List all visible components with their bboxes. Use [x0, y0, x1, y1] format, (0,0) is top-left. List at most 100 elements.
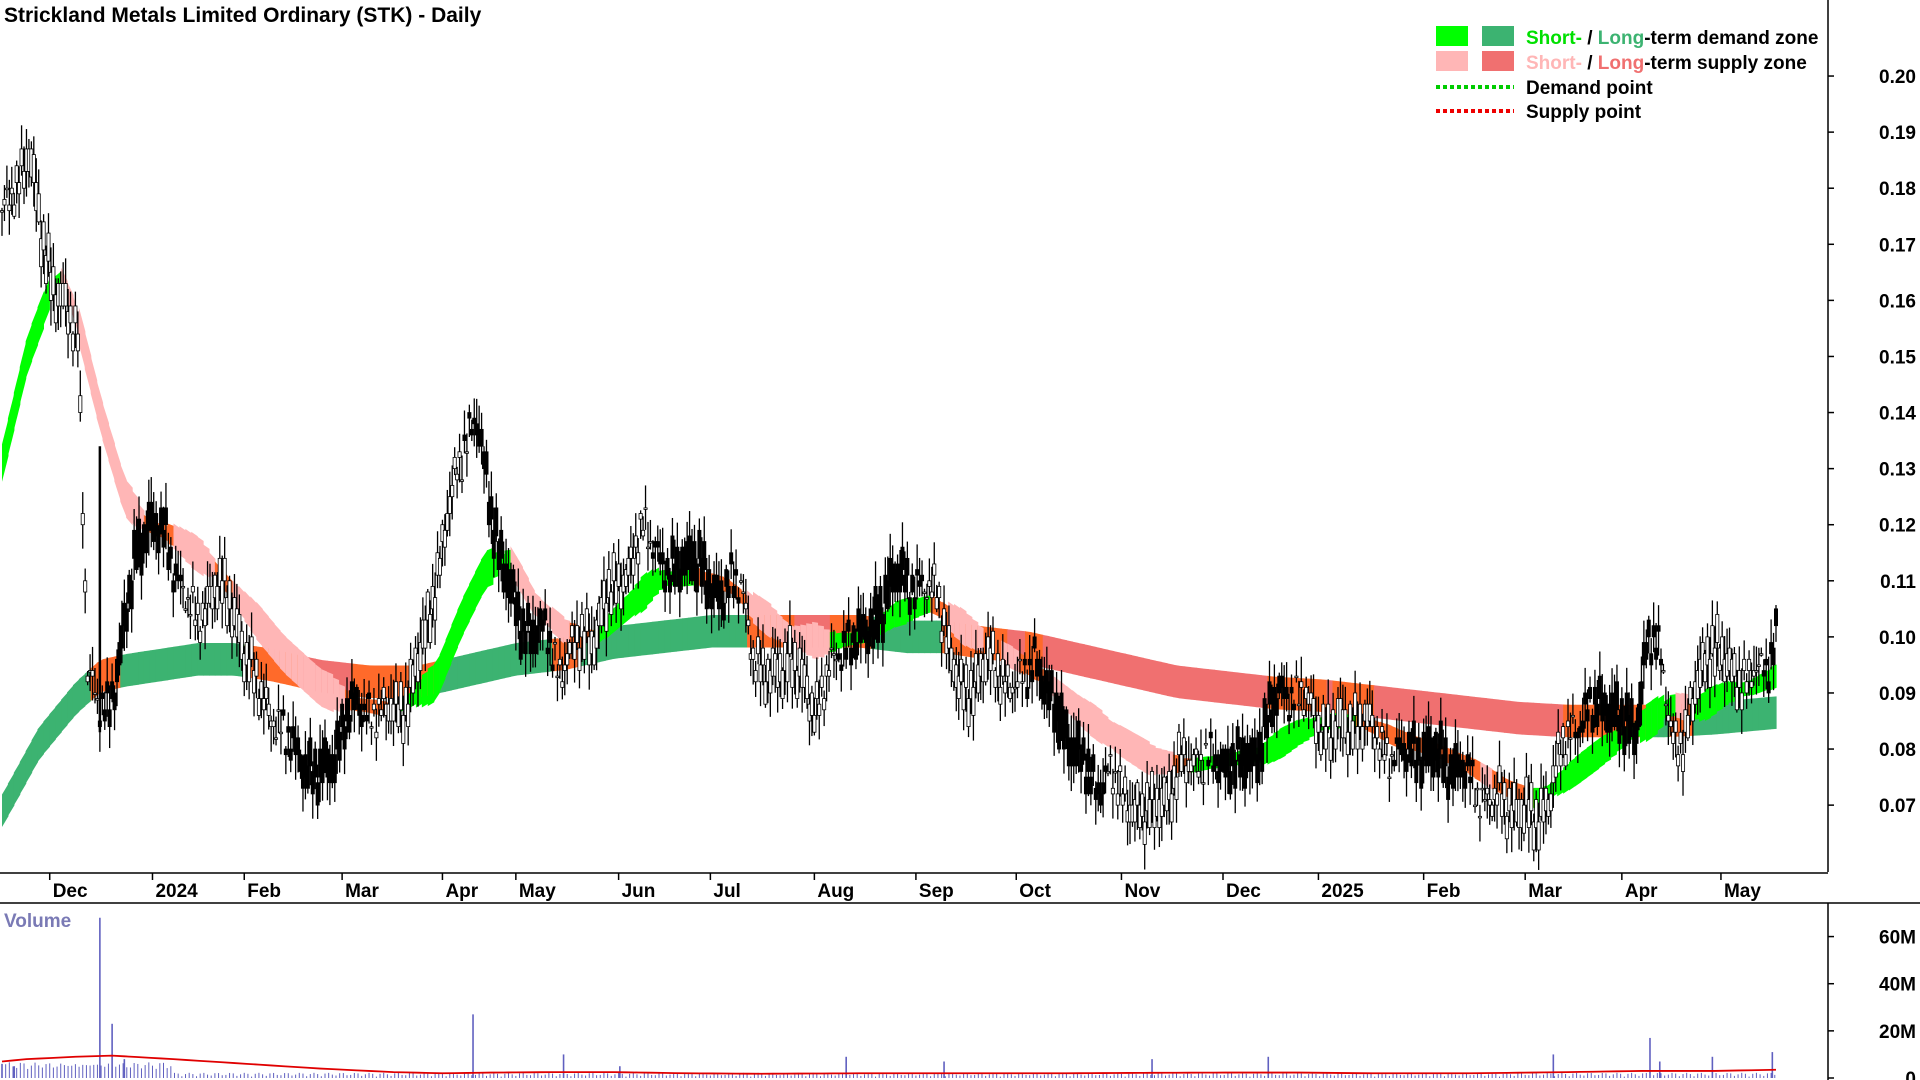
date-tick-label: Nov: [1124, 881, 1160, 902]
long-term-zone-segment: [232, 643, 240, 677]
candle-body: [376, 698, 381, 705]
long-term-zone-segment: [1131, 655, 1138, 690]
candle-body: [9, 187, 14, 195]
candle-body: [1120, 793, 1125, 806]
candle-body: [1771, 647, 1776, 666]
candle-body: [1343, 709, 1348, 739]
long-term-zone-segment: [13, 761, 21, 806]
candle-body: [1088, 776, 1093, 795]
short-term-zone-segment: [37, 291, 44, 345]
candle-body: [988, 647, 993, 671]
date-tick-label: Feb: [1427, 881, 1461, 902]
candle-body: [663, 580, 668, 593]
candle-body: [227, 580, 232, 610]
short-term-zone-segment: [279, 630, 287, 675]
candle-body: [225, 597, 230, 627]
candle-body: [1101, 782, 1106, 795]
short-term-zone-segment: [90, 355, 98, 418]
short-term-zone-segment: [84, 331, 92, 394]
short-term-zone-segment: [486, 547, 494, 588]
candle-body: [731, 586, 736, 599]
candle-body: [1274, 698, 1279, 716]
long-term-zone-segment: [1125, 653, 1133, 688]
candle-body: [1230, 743, 1235, 767]
candle-body: [418, 642, 423, 671]
candle-body: [518, 630, 523, 660]
long-term-zone-segment: [1527, 702, 1535, 736]
candle-body: [1020, 681, 1025, 684]
date-tick-label: Aug: [817, 881, 854, 902]
candle-body: [641, 529, 646, 537]
candle-body: [1345, 731, 1350, 756]
candle-body: [942, 608, 947, 627]
candle-body: [822, 698, 827, 711]
candle-body: [1360, 726, 1365, 750]
long-term-zone-segment: [1184, 666, 1192, 700]
long-term-zone-segment: [1255, 674, 1263, 708]
short-term-zone-segment: [954, 603, 961, 642]
candle-body: [809, 692, 814, 716]
long-term-zone-segment: [1474, 696, 1481, 731]
candle-body: [707, 569, 712, 599]
candle-body: [244, 642, 249, 666]
candle-body: [220, 580, 225, 604]
candle-body: [778, 653, 783, 683]
candle-body: [1563, 754, 1568, 767]
price-tick-label: 0.16: [1879, 291, 1916, 312]
short-term-zone-segment: [640, 571, 648, 614]
long-term-zone-segment: [676, 618, 683, 652]
candle-body: [1402, 743, 1407, 761]
candle-body: [1739, 692, 1744, 711]
date-tick-label: Mar: [345, 881, 379, 902]
candle-body: [1328, 737, 1333, 761]
candle-body: [548, 630, 553, 643]
candle-body: [342, 726, 347, 750]
candle-body: [540, 619, 545, 632]
short-term-zone-segment: [522, 567, 529, 607]
candle-body: [73, 305, 78, 324]
candle-body: [288, 748, 293, 761]
candle-body: [1010, 686, 1015, 694]
candle-body: [144, 524, 149, 554]
candle-body: [1196, 771, 1201, 778]
short-term-zone-segment: [918, 596, 926, 617]
long-term-zone-segment: [1113, 651, 1121, 685]
long-term-zone-segment: [1243, 673, 1251, 707]
candle-body: [1198, 754, 1203, 761]
candle-body: [1685, 714, 1690, 739]
candle-body: [1370, 714, 1375, 728]
candle-body: [792, 642, 797, 671]
candle-body: [1392, 759, 1397, 767]
short-term-zone-segment: [770, 606, 778, 641]
short-term-zone-segment: [776, 612, 784, 644]
candle-body: [1252, 737, 1257, 761]
price-tick-label: 0.08: [1879, 740, 1916, 761]
short-term-zone-segment: [977, 624, 985, 653]
long-term-zone-segment: [1444, 693, 1452, 727]
candle-body: [1076, 720, 1081, 750]
candle-body: [44, 255, 49, 284]
candle-body: [1639, 681, 1644, 705]
candle-body: [1318, 731, 1323, 756]
legend-swatch-long-demand: [1482, 26, 1514, 46]
candle-body: [1323, 726, 1328, 750]
candle-body: [665, 557, 670, 576]
candle-body: [626, 557, 631, 576]
candle-body: [1265, 714, 1270, 739]
candle-body: [1027, 658, 1032, 666]
candle-body: [849, 647, 854, 666]
candle-body: [1358, 703, 1363, 728]
long-term-zone-segment: [1208, 669, 1215, 703]
candle-body: [349, 681, 354, 699]
candle-body: [472, 417, 477, 425]
short-term-zone-segment: [1101, 712, 1109, 747]
candle-body: [489, 496, 494, 520]
candle-body: [1536, 821, 1541, 851]
volume-panel-label: Volume: [4, 911, 71, 932]
legend-demand-point: Demand point: [1526, 78, 1653, 99]
candle-body: [1267, 681, 1272, 705]
candle-body: [1269, 709, 1274, 728]
short-term-zone-segment: [1610, 729, 1617, 759]
long-term-zone-segment: [480, 649, 488, 684]
candle-body: [139, 546, 144, 576]
